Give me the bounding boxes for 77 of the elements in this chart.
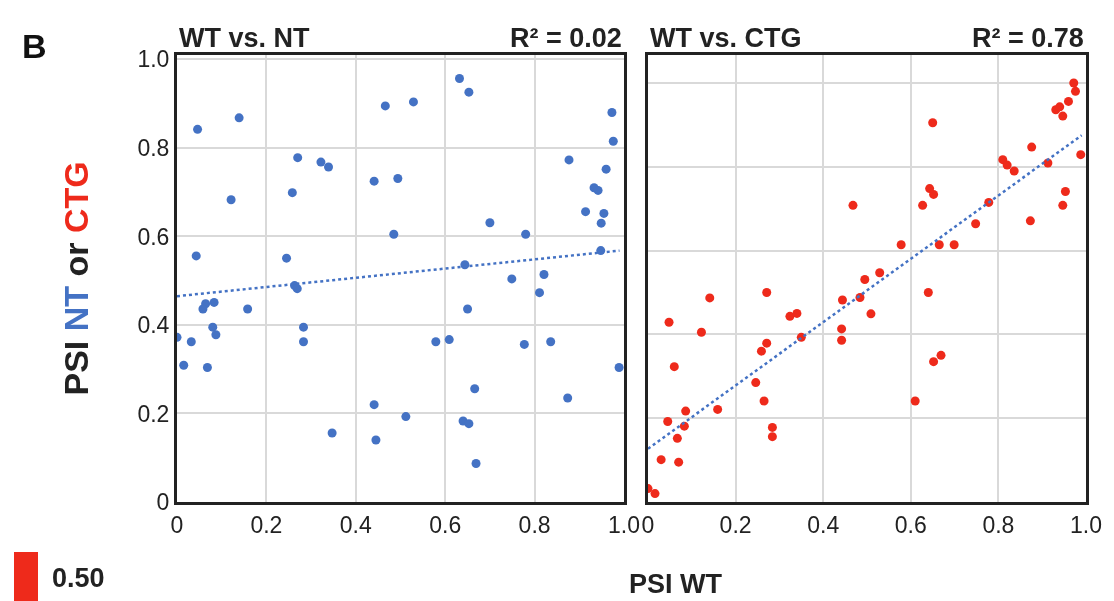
point (762, 287, 772, 297)
point (664, 317, 674, 327)
y-tick-label: 0.8 (137, 134, 170, 161)
chart-title: WT vs. CTG (650, 23, 802, 53)
text: B (22, 27, 47, 65)
x-tick-label: 0.6 (894, 511, 927, 538)
point (762, 338, 772, 348)
point (896, 240, 906, 250)
point (1002, 160, 1012, 170)
point (672, 433, 682, 443)
point (910, 396, 920, 406)
point (767, 432, 777, 442)
point (663, 417, 673, 427)
point (837, 324, 847, 334)
point (1058, 111, 1068, 121)
point (650, 489, 660, 499)
x-tick-label: 0.2 (250, 511, 283, 538)
point (759, 396, 769, 406)
point (656, 455, 666, 465)
point (923, 287, 933, 297)
y-tick-label: 0.4 (137, 312, 170, 339)
x-tick-label: 0.6 (429, 511, 462, 538)
point (681, 406, 691, 416)
x-tick-label: 1.0 (608, 511, 640, 538)
point (928, 118, 938, 128)
y-tick-label: 1.0 (137, 46, 170, 73)
point (1076, 150, 1086, 160)
point (1060, 187, 1070, 196)
point (949, 240, 959, 250)
y-tick-label: 0.2 (137, 400, 170, 427)
text: 0.50 (52, 563, 105, 593)
point (1058, 200, 1068, 210)
point (860, 275, 870, 284)
point (1027, 142, 1037, 152)
chart-title: WT vs. NT (179, 23, 311, 53)
point (936, 350, 946, 360)
y-tick-label: 0 (156, 489, 170, 516)
point (1063, 96, 1073, 106)
point (1009, 166, 1019, 176)
point (767, 422, 777, 432)
x-tick-label: 0.4 (339, 511, 372, 538)
point (875, 268, 885, 278)
point (713, 404, 723, 414)
x-tick-label: 0.4 (807, 511, 840, 538)
x-tick-label: 1.0 (1070, 511, 1102, 538)
point (696, 327, 706, 337)
point (1025, 216, 1035, 226)
x-tick-label: 0 (641, 511, 655, 538)
text: R² = 0.78 (972, 23, 1084, 53)
point (1070, 86, 1080, 96)
point (785, 311, 795, 321)
point (674, 457, 684, 467)
point (929, 357, 939, 367)
point (929, 189, 939, 199)
point (925, 184, 935, 194)
point (792, 308, 802, 318)
point (1069, 78, 1079, 88)
point (934, 240, 944, 250)
point (705, 293, 715, 303)
point (998, 155, 1008, 165)
y-axis-title: PSI NT or CTG (56, 161, 95, 396)
point (751, 378, 761, 388)
point (866, 309, 876, 319)
point (669, 362, 679, 372)
point (837, 295, 847, 305)
x-axis-title: PSI WT (629, 569, 723, 599)
point (971, 219, 981, 229)
point (918, 200, 928, 210)
x-tick-label: 0.8 (518, 511, 551, 538)
x-tick-label: 0.8 (982, 511, 1015, 538)
point (837, 335, 847, 345)
text: R² = 0.02 (510, 23, 622, 53)
point (1055, 102, 1065, 112)
y-tick-label: 0.6 (137, 223, 170, 250)
point (848, 200, 858, 210)
point (756, 346, 766, 356)
x-tick-label: 0.2 (719, 511, 752, 538)
